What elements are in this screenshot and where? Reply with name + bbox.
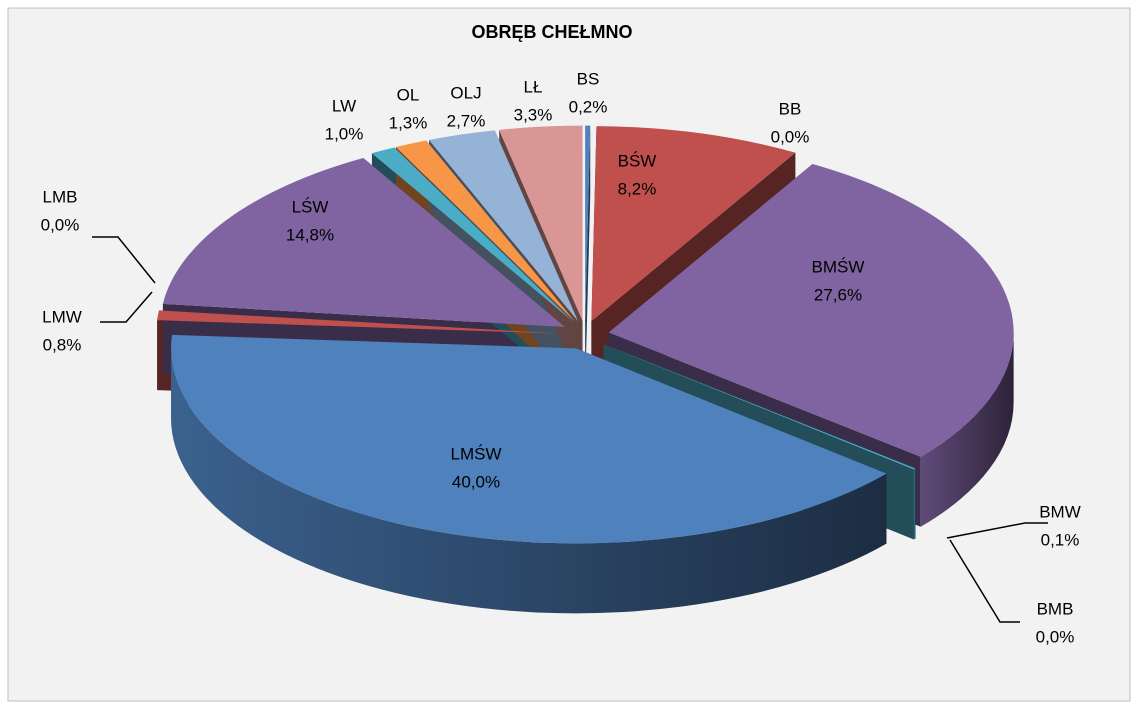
pie-cut-face (585, 125, 591, 391)
pie-slice (585, 125, 591, 321)
slice-label-value: 2,7% (447, 111, 486, 130)
leader-line (100, 291, 153, 323)
slice-label-value: 0,0% (1036, 627, 1075, 646)
slice-label-value: 0,1% (1041, 530, 1080, 549)
slice-label-name: BB (779, 99, 802, 118)
pie-slice (171, 334, 887, 544)
pie-slice (603, 344, 916, 470)
slice-label-value: 3,3% (514, 105, 553, 124)
pie-slice (371, 147, 574, 323)
pie-slice (499, 125, 583, 321)
slice-label-name: BMW (1039, 502, 1081, 521)
leader-line (949, 539, 1020, 623)
slice-label-value: 14,8% (286, 225, 334, 244)
slice-label-value: 0,0% (41, 215, 80, 234)
slice-label-name: BS (577, 69, 600, 88)
pie-side (920, 332, 1014, 527)
slice-label-name: LMW (42, 307, 82, 326)
pie-side (913, 468, 916, 540)
slice-label-name: LŚW (292, 197, 329, 216)
slice-label-name: LW (332, 96, 356, 115)
pie-side (171, 348, 887, 614)
slice-label-name: LMŚW (451, 444, 502, 463)
slice-label-value: 1,3% (389, 113, 428, 132)
slice-label-value: 0,2% (569, 97, 608, 116)
leader-line (92, 236, 156, 284)
leader-line (946, 522, 1048, 539)
slice-label-name: OLJ (450, 83, 481, 102)
pie-slice (162, 157, 565, 328)
slice-label-name: BŚW (618, 151, 657, 170)
slice-label-value: 0,0% (771, 127, 810, 146)
slice-label-name: BMŚW (812, 257, 865, 276)
slice-label-value: 0,8% (43, 335, 82, 354)
pie-slice (591, 126, 796, 322)
slice-label-value: 40,0% (452, 472, 500, 491)
pie-slice (608, 164, 1014, 457)
slice-label-name: LMB (43, 187, 78, 206)
slice-label-value: 27,6% (814, 285, 862, 304)
slice-label-value: 8,2% (618, 179, 657, 198)
pie-slice (428, 130, 579, 322)
slice-label-name: LŁ (524, 77, 543, 96)
pie-labels: BS 0,2% BŚW 8,2% BB 0,0% BMŚW 27,6% BMW 0,1% BMB 0,… (41, 69, 1081, 646)
pie-slice (597, 154, 802, 323)
chart-title: OBRĘB CHEŁMNO (472, 22, 633, 42)
pie-tops (157, 125, 1014, 544)
pie-slice (157, 310, 562, 334)
pie-slice (159, 310, 562, 334)
slice-label-name: BMB (1037, 599, 1074, 618)
slice-label-value: 1,0% (325, 124, 364, 143)
pie-slice (395, 140, 576, 322)
slice-label-name: OL (397, 85, 420, 104)
